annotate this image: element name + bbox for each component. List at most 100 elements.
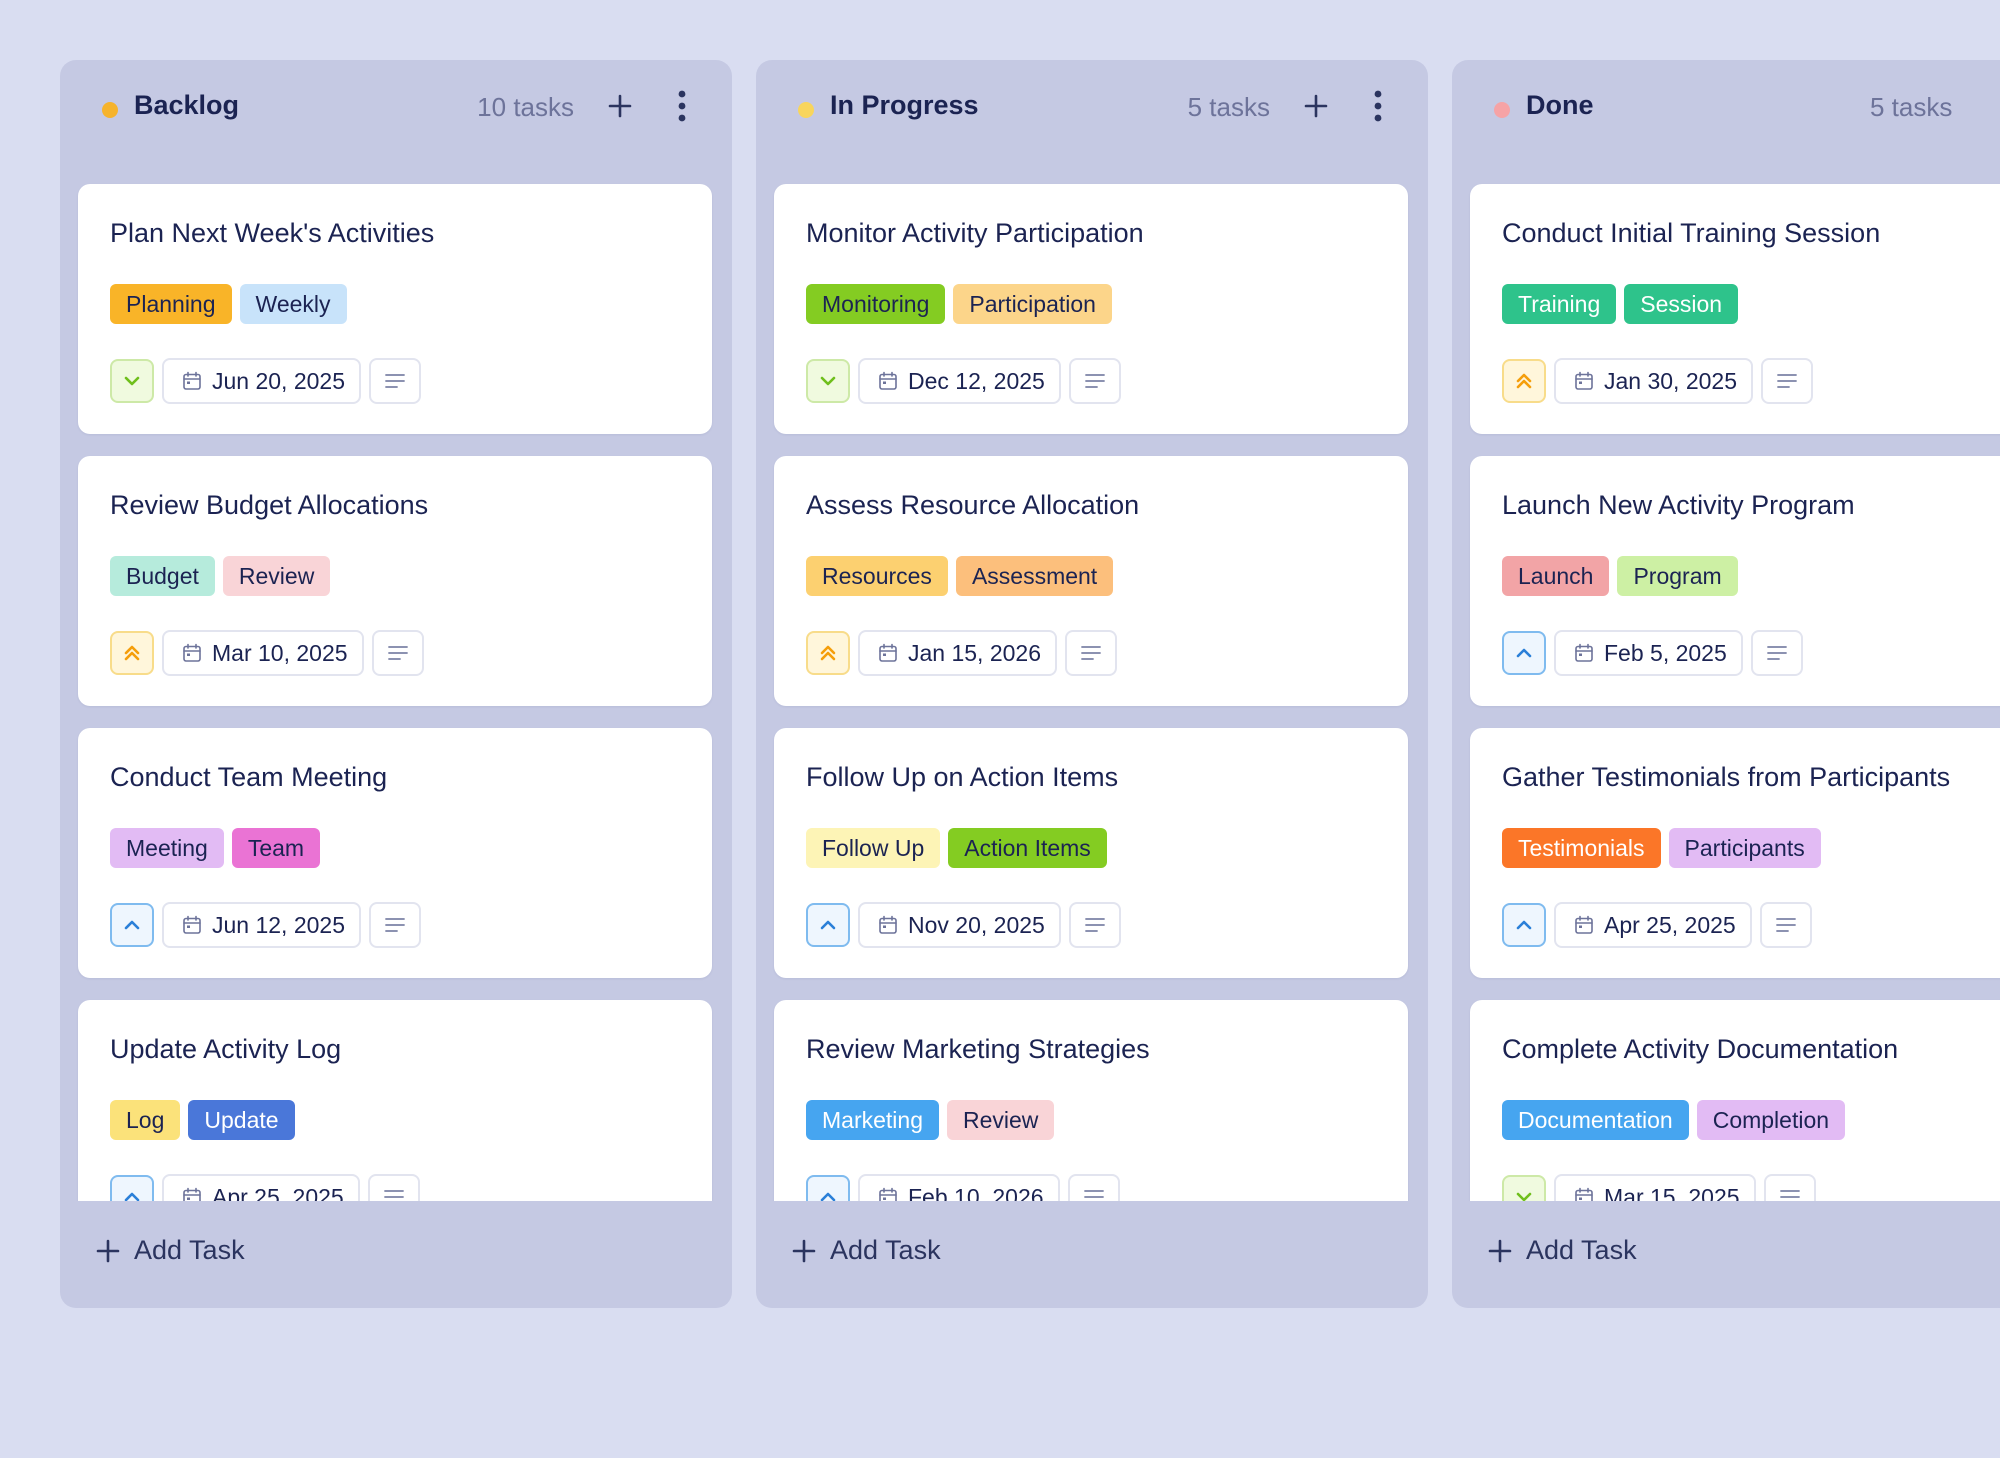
notes-button[interactable] <box>1750 630 1803 676</box>
notes-button[interactable] <box>1065 630 1118 676</box>
tag-label[interactable]: Follow Up <box>806 828 941 868</box>
calendar-icon <box>879 915 897 934</box>
tag-label[interactable]: Log <box>110 1100 181 1140</box>
notes-button[interactable] <box>1759 902 1812 948</box>
tag-label[interactable]: Meeting <box>110 828 224 868</box>
task-title: Gather Testimonials from Participants <box>1502 762 1951 792</box>
task-card[interactable]: Launch New Activity Program Launch Program… <box>1470 456 2000 706</box>
chevron-down-icon <box>124 376 140 386</box>
add-task-icon[interactable] <box>604 90 636 122</box>
tag-label[interactable]: Testimonials <box>1502 828 1661 868</box>
tag-label[interactable]: Budget <box>110 556 215 596</box>
tag-label[interactable]: Assessment <box>955 556 1114 596</box>
notes-button[interactable] <box>371 630 424 676</box>
tag-label[interactable]: Training <box>1502 284 1617 324</box>
task-card[interactable]: Conduct Initial Training Session Training… <box>1470 184 2000 434</box>
add-task-button[interactable]: Add Task <box>96 1235 245 1266</box>
task-card[interactable]: Update Activity Log Log Update Apr 25, 2025 <box>78 1000 712 1201</box>
tag-label[interactable]: Team <box>231 828 321 868</box>
due-date-button[interactable]: Jun 20, 2025 <box>162 358 362 404</box>
description-icon <box>1084 374 1105 388</box>
task-title: Complete Activity Documentation <box>1502 1034 1899 1064</box>
task-meta: Mar 15, 2025 <box>1502 1174 1816 1201</box>
due-date-button[interactable]: Jun 12, 2025 <box>162 902 362 948</box>
due-date-button[interactable]: Mar 10, 2025 <box>162 630 364 676</box>
notes-button[interactable] <box>369 358 422 404</box>
tag-label[interactable]: Launch <box>1502 556 1610 596</box>
tag-label[interactable]: Marketing <box>806 1100 939 1140</box>
task-card[interactable]: Complete Activity Documentation Documenta… <box>1470 1000 2000 1201</box>
due-date-button[interactable]: Apr 25, 2025 <box>1554 902 1752 948</box>
task-card[interactable]: Follow Up on Action Items Follow Up Action… <box>774 728 1408 978</box>
tag-label[interactable]: Weekly <box>239 284 347 324</box>
task-card[interactable]: Conduct Team Meeting Meeting Team Jun 12, 2… <box>78 728 712 978</box>
tag-list: Meeting Team <box>110 828 321 868</box>
priority-badge[interactable] <box>110 631 154 675</box>
task-title: Launch New Activity Program <box>1502 490 1855 520</box>
notes-button[interactable] <box>369 902 422 948</box>
due-date-button[interactable]: Mar 15, 2025 <box>1554 1174 1756 1201</box>
column-title: In Progress <box>830 90 979 120</box>
tag-label[interactable]: Planning <box>110 284 232 324</box>
due-date-button[interactable]: Apr 25, 2025 <box>162 1174 360 1201</box>
priority-badge[interactable] <box>806 1175 850 1201</box>
tag-label[interactable]: Completion <box>1696 1100 1846 1140</box>
notes-button[interactable] <box>367 1174 420 1201</box>
more-options-icon[interactable] <box>1368 88 1388 124</box>
priority-badge[interactable] <box>1502 1175 1546 1201</box>
priority-badge[interactable] <box>806 903 850 947</box>
priority-badge[interactable] <box>110 903 154 947</box>
due-date-button[interactable]: Feb 5, 2025 <box>1554 630 1743 676</box>
tag-label[interactable]: Program <box>1617 556 1738 596</box>
add-task-icon[interactable] <box>1300 90 1332 122</box>
tag-list: Monitoring Participation <box>806 284 1112 324</box>
task-card[interactable]: Review Budget Allocations Budget Review Mar… <box>78 456 712 706</box>
chevron-up-icon <box>1516 920 1532 930</box>
notes-button[interactable] <box>1068 358 1121 404</box>
priority-badge[interactable] <box>806 631 850 675</box>
calendar-icon <box>183 643 201 662</box>
notes-button[interactable] <box>1067 1174 1120 1201</box>
task-title: Conduct Initial Training Session <box>1502 218 1881 248</box>
task-card[interactable]: Plan Next Week's Activities Planning Weekl… <box>78 184 712 434</box>
tag-label[interactable]: Session <box>1624 284 1739 324</box>
due-date: Apr 25, 2025 <box>212 1183 344 1202</box>
due-date: Jan 15, 2026 <box>908 639 1042 666</box>
priority-badge[interactable] <box>110 359 154 403</box>
tag-label[interactable]: Documentation <box>1502 1100 1689 1140</box>
column-footer: Add Task <box>756 1201 1428 1308</box>
notes-button[interactable] <box>1763 1174 1816 1201</box>
tag-label[interactable]: Participants <box>1668 828 1821 868</box>
status-dot <box>798 102 814 118</box>
calendar-icon <box>183 915 201 934</box>
tag-label[interactable]: Update <box>188 1100 295 1140</box>
due-date-button[interactable]: Jan 30, 2025 <box>1554 358 1754 404</box>
tag-label[interactable]: Review <box>222 556 331 596</box>
add-task-button[interactable]: Add Task <box>792 1235 941 1266</box>
priority-badge[interactable] <box>110 1175 154 1201</box>
tag-label[interactable]: Monitoring <box>806 284 946 324</box>
calendar-icon <box>879 371 897 390</box>
priority-badge[interactable] <box>806 359 850 403</box>
priority-badge[interactable] <box>1502 359 1546 403</box>
more-options-icon[interactable] <box>672 88 692 124</box>
priority-badge[interactable] <box>1502 631 1546 675</box>
task-card[interactable]: Monitor Activity Participation Monitoring… <box>774 184 1408 434</box>
tag-label[interactable]: Resources <box>806 556 948 596</box>
task-card[interactable]: Review Marketing Strategies Marketing Revi… <box>774 1000 1408 1201</box>
notes-button[interactable] <box>1761 358 1814 404</box>
task-meta: Apr 25, 2025 <box>110 1174 420 1201</box>
tag-label[interactable]: Review <box>946 1100 1055 1140</box>
due-date-button[interactable]: Dec 12, 2025 <box>858 358 1061 404</box>
add-task-button[interactable]: Add Task <box>1488 1235 1637 1266</box>
due-date-button[interactable]: Nov 20, 2025 <box>858 902 1061 948</box>
priority-badge[interactable] <box>1502 903 1546 947</box>
task-card[interactable]: Gather Testimonials from Participants Tes… <box>1470 728 2000 978</box>
notes-button[interactable] <box>1068 902 1121 948</box>
chevron-up-icon <box>124 1192 140 1201</box>
due-date-button[interactable]: Jan 15, 2026 <box>858 630 1058 676</box>
tag-label[interactable]: Participation <box>953 284 1112 324</box>
task-card[interactable]: Assess Resource Allocation Resources Asses… <box>774 456 1408 706</box>
due-date-button[interactable]: Feb 10, 2026 <box>858 1174 1060 1201</box>
tag-label[interactable]: Action Items <box>948 828 1107 868</box>
